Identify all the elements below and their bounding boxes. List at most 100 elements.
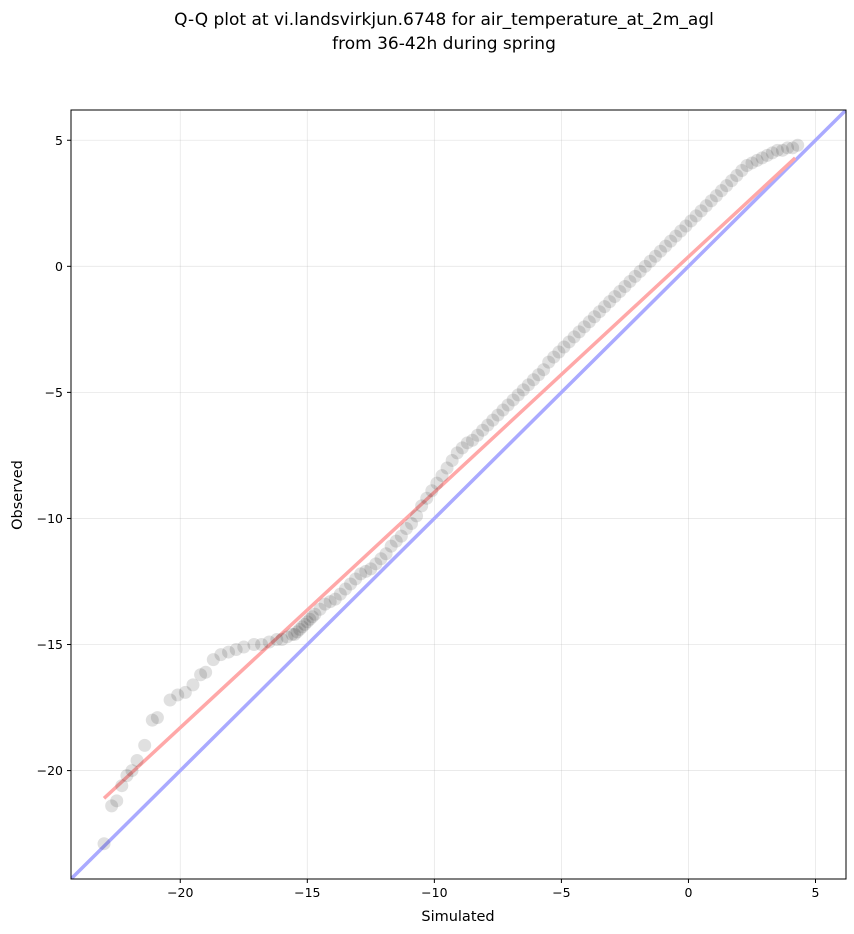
- data-point: [511, 388, 525, 402]
- data-point: [105, 799, 119, 813]
- data-point: [791, 138, 805, 152]
- data-point: [275, 632, 289, 646]
- data-point: [496, 403, 510, 417]
- data-point: [313, 602, 327, 616]
- data-point: [369, 557, 383, 571]
- data-point: [222, 645, 236, 659]
- data-point: [295, 620, 309, 634]
- data-point: [679, 219, 693, 233]
- data-point: [750, 153, 764, 167]
- data-point: [781, 141, 795, 155]
- data-point: [150, 711, 164, 725]
- data-point: [720, 179, 734, 193]
- x-tick-label: 0: [684, 885, 692, 900]
- data-point: [542, 355, 556, 369]
- data-point: [735, 164, 749, 178]
- identity-line: [71, 110, 846, 879]
- data-point: [214, 648, 228, 662]
- data-point: [516, 383, 530, 397]
- data-point: [305, 610, 319, 624]
- data-point: [333, 587, 347, 601]
- data-point: [725, 174, 739, 188]
- data-point: [404, 516, 418, 530]
- data-point: [659, 239, 673, 253]
- data-point: [465, 433, 479, 447]
- data-point: [178, 685, 192, 699]
- data-point: [415, 499, 429, 513]
- data-point: [450, 446, 464, 460]
- data-point: [557, 340, 571, 354]
- fit-line: [102, 156, 797, 800]
- x-tick-label: −15: [294, 885, 320, 900]
- data-point: [709, 189, 723, 203]
- data-point: [171, 688, 185, 702]
- data-point: [262, 635, 276, 649]
- data-point: [755, 151, 769, 165]
- data-point: [608, 290, 622, 304]
- data-point: [270, 632, 284, 646]
- y-tick-label: −15: [37, 637, 63, 652]
- data-point: [455, 441, 469, 455]
- data-point: [354, 567, 368, 581]
- chart-title-line-1: Q-Q plot at vi.landsvirkjun.6748 for air…: [174, 10, 714, 30]
- data-point: [684, 214, 698, 228]
- data-point: [521, 378, 535, 392]
- data-point: [714, 184, 728, 198]
- data-point: [145, 713, 159, 727]
- data-point: [669, 229, 683, 243]
- data-point: [300, 615, 314, 629]
- data-point: [501, 398, 515, 412]
- data-points: [97, 138, 805, 851]
- data-point: [598, 300, 612, 314]
- x-tick-label: −10: [421, 885, 447, 900]
- data-point: [674, 224, 688, 238]
- data-point: [654, 244, 668, 258]
- data-point: [481, 418, 495, 432]
- data-point: [115, 779, 129, 793]
- data-point: [237, 640, 251, 654]
- data-point: [445, 453, 459, 467]
- y-axis-label: Observed: [10, 460, 26, 530]
- data-point: [199, 665, 213, 679]
- data-point: [648, 249, 662, 263]
- data-point: [435, 469, 449, 483]
- data-point: [638, 259, 652, 273]
- x-tick-label: −20: [167, 885, 193, 900]
- data-point: [440, 461, 454, 475]
- data-point: [280, 630, 294, 644]
- data-point: [359, 564, 373, 578]
- data-point: [285, 627, 299, 641]
- plot-frame: [70, 109, 847, 880]
- data-point: [374, 552, 388, 566]
- data-point: [694, 204, 708, 218]
- data-point: [344, 577, 358, 591]
- data-point: [255, 638, 269, 652]
- data-point: [328, 592, 342, 606]
- data-point: [506, 393, 520, 407]
- data-point: [537, 363, 551, 377]
- data-point: [699, 199, 713, 213]
- data-point: [298, 617, 312, 631]
- y-tick-label: 0: [55, 259, 63, 274]
- data-point: [460, 436, 474, 450]
- data-point: [303, 612, 317, 626]
- data-point: [633, 264, 647, 278]
- data-point: [740, 158, 754, 172]
- data-point: [760, 148, 774, 162]
- data-point: [765, 146, 779, 160]
- data-point: [643, 254, 657, 268]
- data-point: [120, 769, 134, 783]
- data-point: [364, 562, 378, 576]
- chart-title-line-2: from 36-42h during spring: [332, 34, 556, 54]
- data-point: [163, 693, 177, 707]
- data-point: [730, 169, 744, 183]
- data-point: [389, 534, 403, 548]
- data-point: [572, 325, 586, 339]
- data-point: [526, 373, 540, 387]
- data-point: [623, 274, 637, 288]
- data-point: [786, 141, 800, 155]
- data-point: [532, 368, 546, 382]
- data-point: [430, 476, 444, 490]
- data-point: [394, 529, 408, 543]
